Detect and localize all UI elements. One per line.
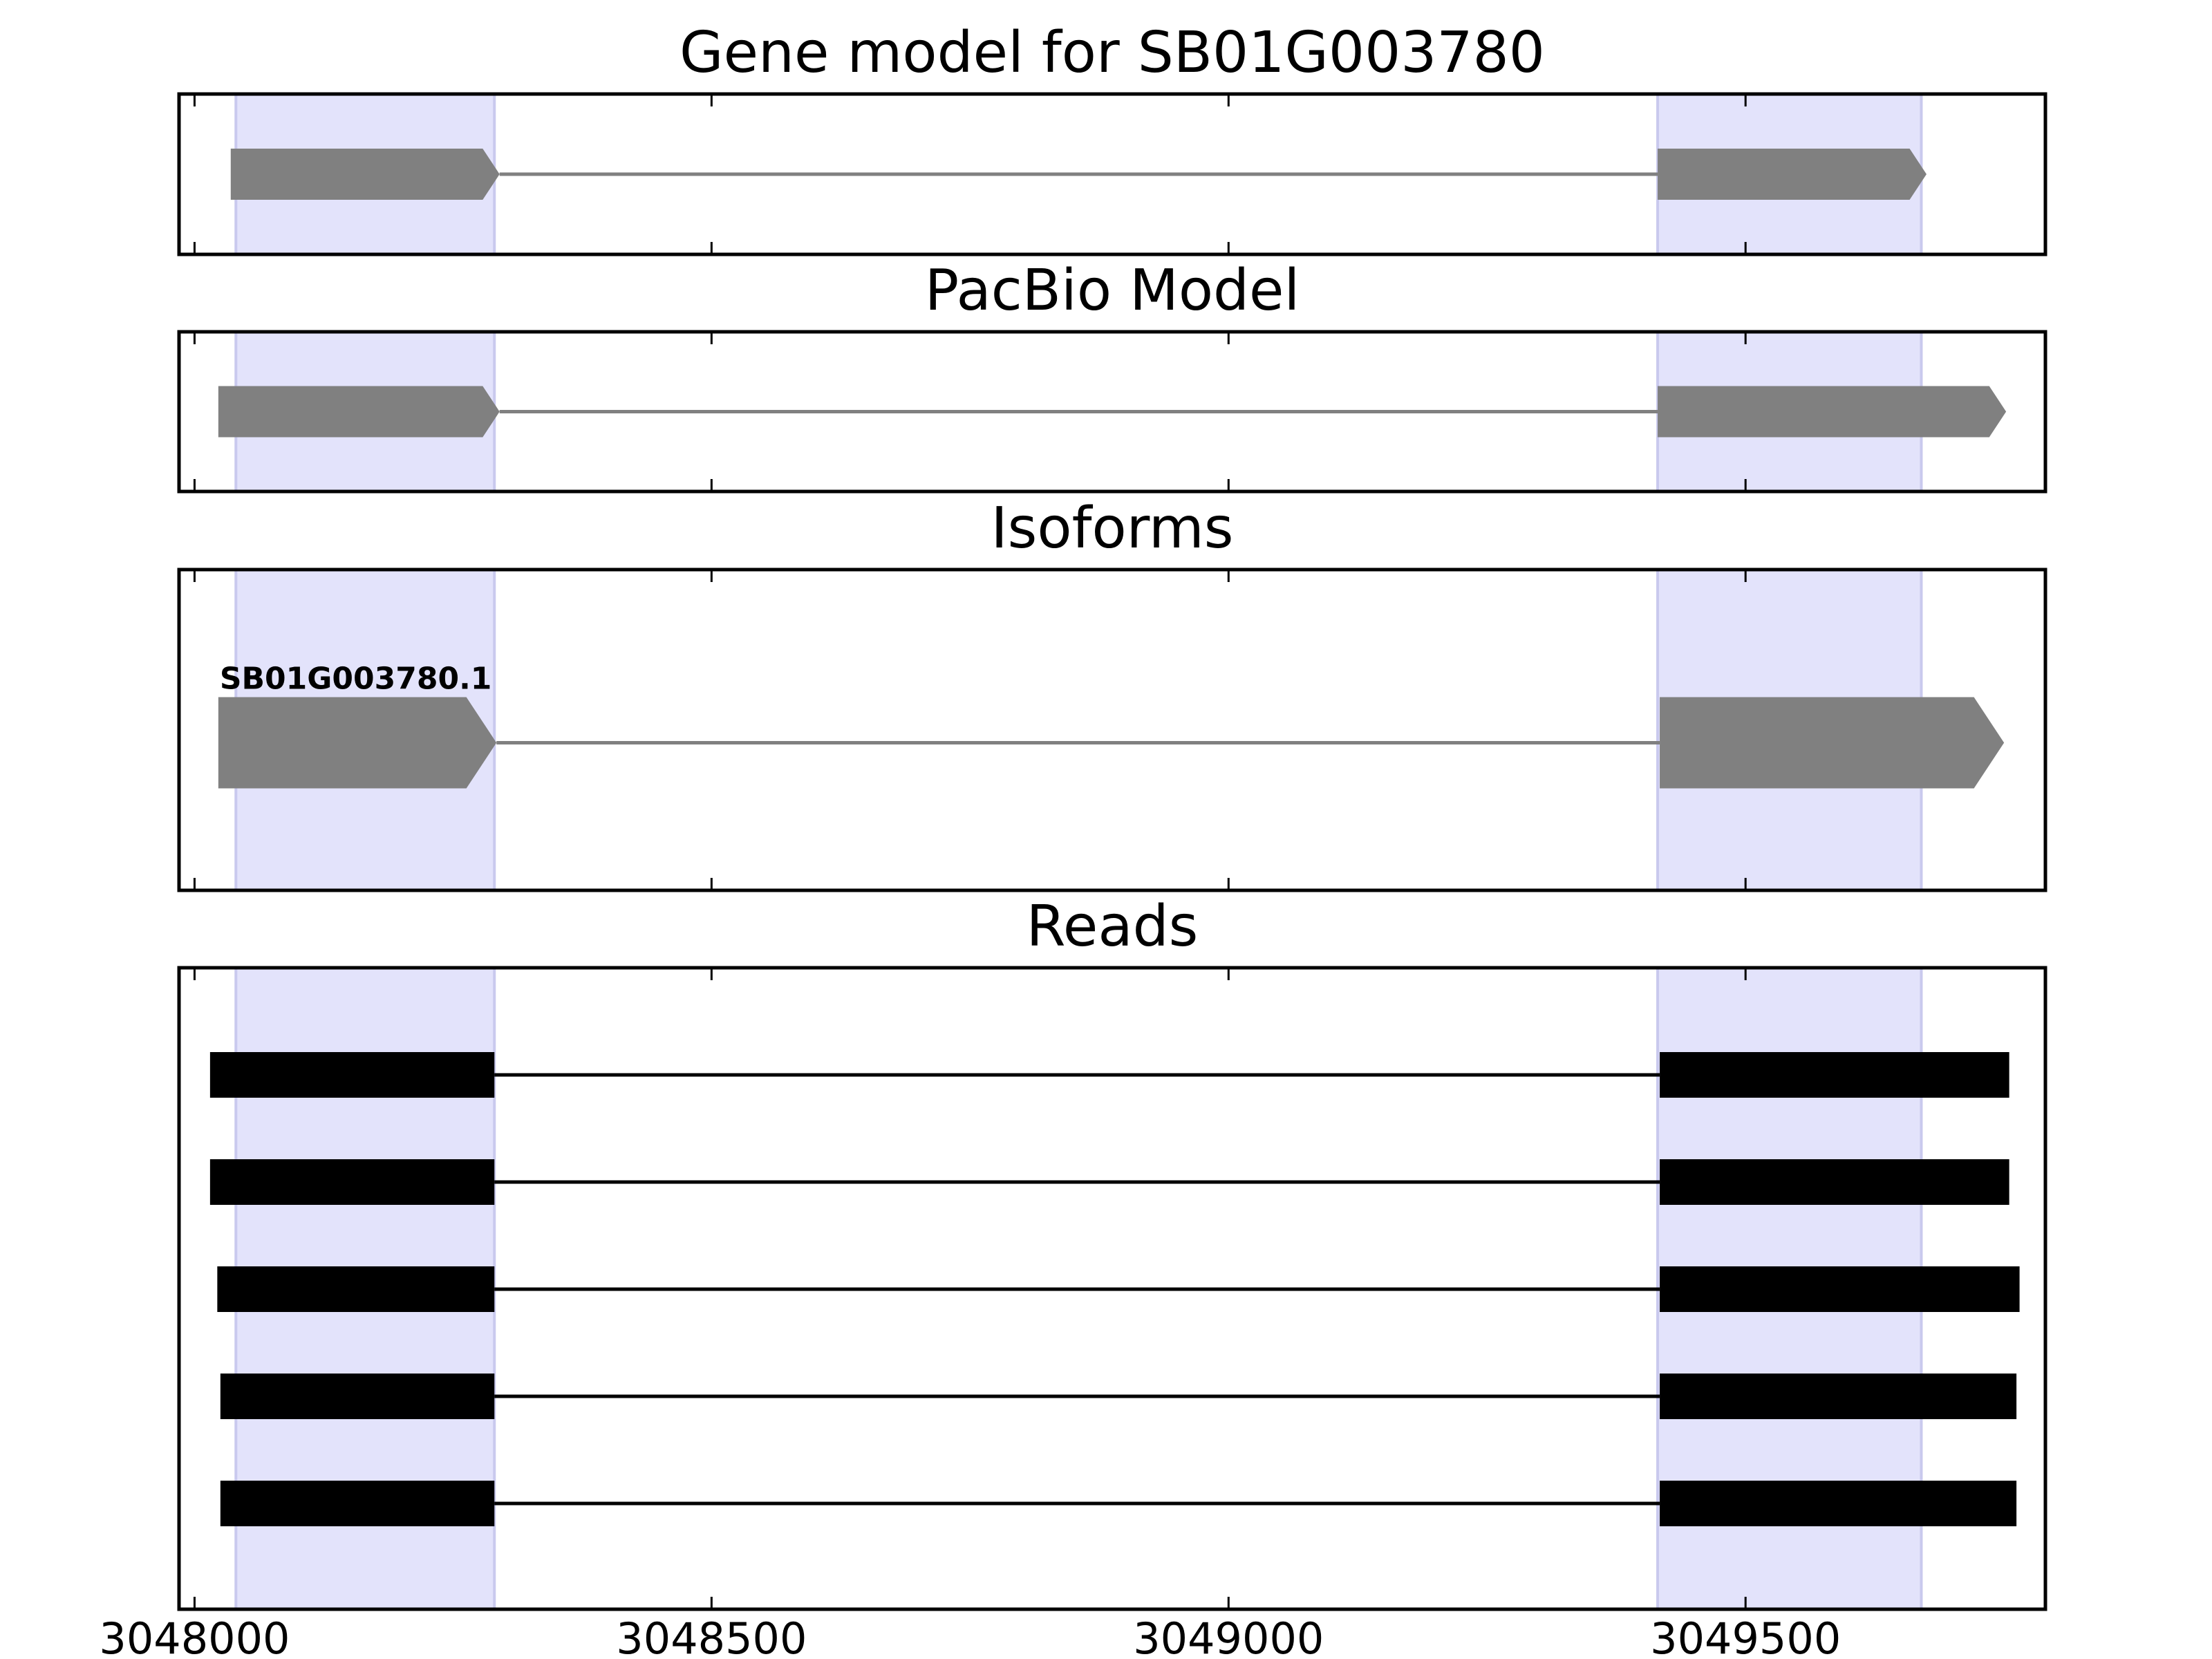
exon-block — [1658, 149, 1927, 200]
panel-title: Isoforms — [991, 496, 1234, 561]
read-exon — [1660, 1159, 2009, 1205]
read-exon — [1660, 1266, 2020, 1312]
panel-3: Isoforms SB01G003780.1 — [177, 496, 2047, 892]
isoform-label: SB01G003780.1 — [220, 662, 492, 697]
read-exon — [1660, 1481, 2017, 1526]
panel-1: Gene model for SB01G003780 — [177, 20, 2047, 256]
panel-2: PacBio Model — [177, 258, 2047, 494]
panel-frame — [177, 330, 2047, 494]
x-tick-label: 3049500 — [1650, 1613, 1841, 1659]
exon-block — [230, 149, 500, 200]
panel-frame — [177, 568, 2047, 892]
read-exon — [220, 1481, 495, 1526]
x-tick-label: 3049000 — [1133, 1613, 1324, 1659]
panel-4: Reads — [177, 894, 2047, 1611]
read-exon — [209, 1159, 495, 1205]
x-tick-label: 3048000 — [99, 1613, 290, 1659]
panel-title: Gene model for SB01G003780 — [679, 20, 1545, 86]
x-tick-label: 3048500 — [616, 1613, 807, 1659]
panel-title: PacBio Model — [925, 258, 1300, 324]
panel-title: Reads — [1027, 894, 1199, 959]
exon-block — [218, 697, 497, 789]
read-exon — [209, 1052, 495, 1098]
exon-block — [1660, 697, 2005, 789]
panel-frame — [177, 966, 2047, 1611]
read-exon — [1660, 1374, 2017, 1419]
exon-block — [1658, 386, 2007, 438]
read-exon — [1660, 1052, 2009, 1098]
read-exon — [217, 1266, 495, 1312]
read-exon — [220, 1374, 495, 1419]
exon-block — [218, 386, 500, 438]
panel-frame — [177, 92, 2047, 256]
